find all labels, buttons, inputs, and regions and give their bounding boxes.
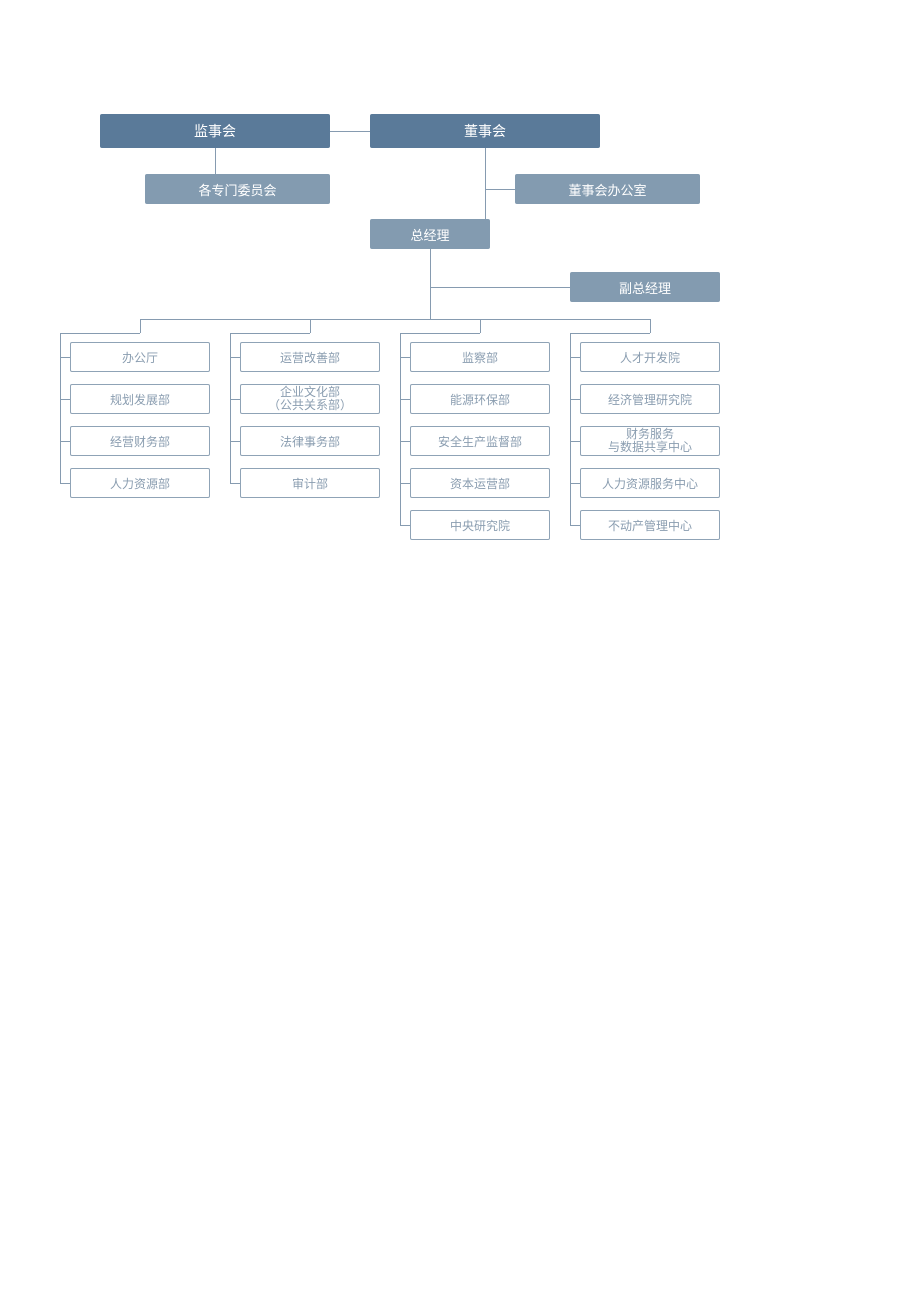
org-node: 经济管理研究院 <box>580 384 720 414</box>
org-connector <box>400 333 401 357</box>
org-node: 办公厅 <box>70 342 210 372</box>
org-node: 财务服务与数据共享中心 <box>580 426 720 456</box>
org-connector <box>430 287 570 288</box>
org-node: 规划发展部 <box>70 384 210 414</box>
org-connector <box>400 525 410 526</box>
org-node: 监察部 <box>410 342 550 372</box>
org-connector <box>310 319 311 333</box>
org-connector <box>60 333 61 357</box>
org-connector <box>230 483 240 484</box>
org-node: 资本运营部 <box>410 468 550 498</box>
org-connector <box>60 357 61 483</box>
org-node: 法律事务部 <box>240 426 380 456</box>
org-node: 监事会 <box>100 114 330 148</box>
org-connector <box>480 319 481 333</box>
org-connector <box>140 319 650 320</box>
org-node: 董事会 <box>370 114 600 148</box>
org-connector <box>230 333 310 334</box>
org-node: 审计部 <box>240 468 380 498</box>
org-connector <box>230 399 240 400</box>
org-connector <box>140 319 141 333</box>
org-connector <box>400 483 410 484</box>
org-node: 中央研究院 <box>410 510 550 540</box>
org-connector <box>570 333 650 334</box>
org-connector <box>60 483 70 484</box>
org-connector <box>570 357 580 358</box>
org-node: 各专门委员会 <box>145 174 330 204</box>
org-connector <box>400 441 410 442</box>
org-connector <box>400 333 480 334</box>
org-node: 能源环保部 <box>410 384 550 414</box>
org-node: 不动产管理中心 <box>580 510 720 540</box>
org-connector <box>485 189 515 190</box>
org-connector <box>330 131 370 132</box>
org-node: 总经理 <box>370 219 490 249</box>
org-connector <box>430 249 431 319</box>
org-node: 人力资源服务中心 <box>580 468 720 498</box>
org-connector <box>400 399 410 400</box>
org-connector <box>485 148 486 219</box>
org-connector <box>570 333 571 357</box>
org-connector <box>650 319 651 333</box>
org-node: 人力资源部 <box>70 468 210 498</box>
org-connector <box>400 357 410 358</box>
org-connector <box>230 357 240 358</box>
org-connector <box>60 333 140 334</box>
org-connector <box>570 441 580 442</box>
org-connector <box>230 333 231 357</box>
org-connector <box>230 357 231 483</box>
org-node: 董事会办公室 <box>515 174 700 204</box>
org-connector <box>60 399 70 400</box>
org-connector <box>60 441 70 442</box>
org-connector <box>570 483 580 484</box>
org-node: 经营财务部 <box>70 426 210 456</box>
org-node: 副总经理 <box>570 272 720 302</box>
org-node: 人才开发院 <box>580 342 720 372</box>
org-connector <box>230 441 240 442</box>
org-chart: 监事会 董事会各专门委员会 董事会办公室总经理副总经理办公厅规划发展部经营财务部人力… <box>70 114 750 534</box>
org-connector <box>60 357 70 358</box>
org-node: 企业文化部（公共关系部） <box>240 384 380 414</box>
org-node: 运营改善部 <box>240 342 380 372</box>
org-node: 安全生产监督部 <box>410 426 550 456</box>
org-connector <box>570 525 580 526</box>
org-connector <box>570 399 580 400</box>
org-connector <box>215 148 216 174</box>
